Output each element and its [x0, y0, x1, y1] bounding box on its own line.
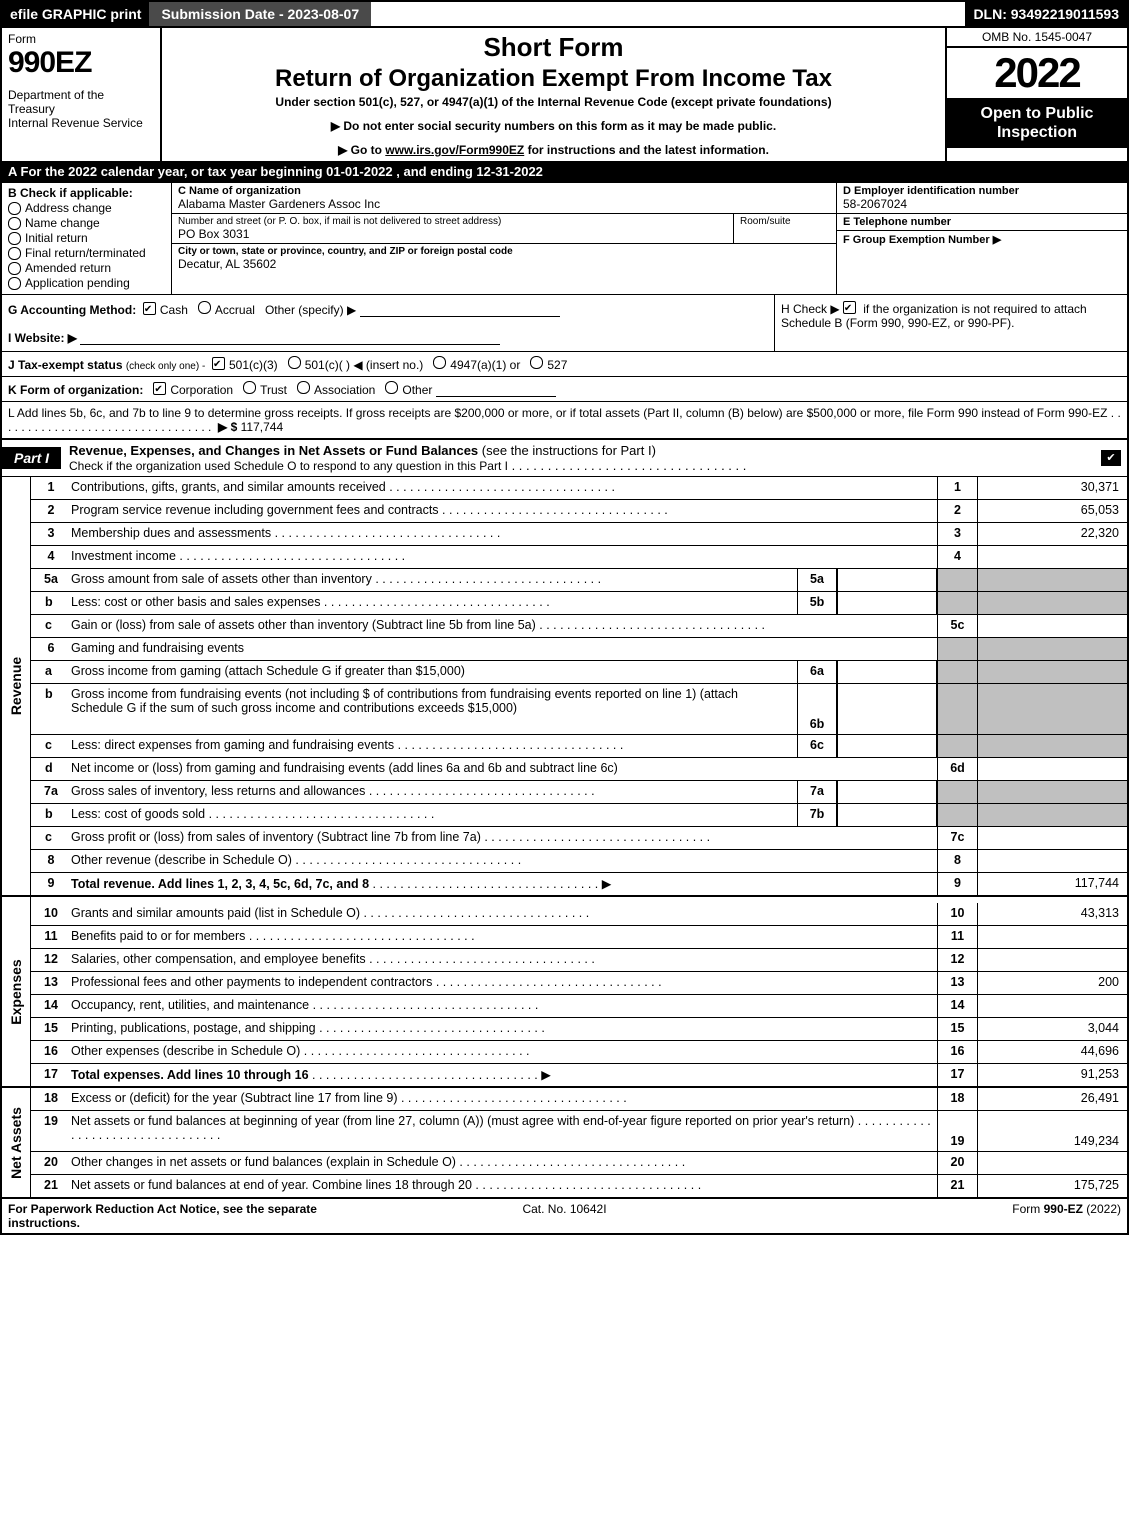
amt-11 — [977, 926, 1127, 948]
row-h: H Check ▶ if the organization is not req… — [774, 295, 1127, 351]
submission-date: Submission Date - 2023-08-07 — [149, 2, 371, 26]
amt-6d — [977, 758, 1127, 780]
row-l: L Add lines 5b, 6c, and 7b to line 9 to … — [2, 401, 1127, 438]
footer-left: For Paperwork Reduction Act Notice, see … — [8, 1202, 379, 1230]
amt-3: 22,320 — [977, 523, 1127, 545]
form-header: Form 990EZ Department of the Treasury In… — [2, 26, 1127, 161]
side-revenue: Revenue — [8, 657, 24, 715]
subtitle: Under section 501(c), 527, or 4947(a)(1)… — [168, 95, 939, 109]
main-title: Return of Organization Exempt From Incom… — [168, 65, 939, 93]
chk-accrual[interactable] — [198, 301, 211, 314]
amt-19: 149,234 — [1074, 1134, 1119, 1148]
row-k: K Form of organization: Corporation Trus… — [2, 376, 1127, 401]
chk-association[interactable] — [297, 381, 310, 394]
other-specify-input[interactable] — [360, 303, 560, 317]
top-bar: efile GRAPHIC print Submission Date - 20… — [2, 2, 1127, 26]
row-gh: G Accounting Method: Cash Accrual Other … — [2, 294, 1127, 351]
side-netassets: Net Assets — [8, 1107, 24, 1179]
open-inspection: Open to Public Inspection — [947, 98, 1127, 148]
header-center: Short Form Return of Organization Exempt… — [162, 28, 945, 161]
chk-schedule-o-part1[interactable]: ✔ — [1101, 450, 1121, 466]
chk-trust[interactable] — [243, 381, 256, 394]
note-link: ▶ Go to www.irs.gov/Form990EZ for instru… — [168, 143, 939, 157]
gross-receipts: 117,744 — [241, 420, 284, 434]
val-5b — [837, 592, 937, 614]
amt-5c — [977, 615, 1127, 637]
chk-pending[interactable] — [8, 277, 21, 290]
revenue-section: Revenue 1Contributions, gifts, grants, a… — [2, 477, 1127, 895]
amt-4 — [977, 546, 1127, 568]
omb-number: OMB No. 1545-0047 — [947, 28, 1127, 48]
amt-8 — [977, 850, 1127, 872]
irs-link[interactable]: www.irs.gov/Form990EZ — [385, 143, 524, 157]
col-b-checkboxes: B Check if applicable: Address change Na… — [2, 183, 172, 294]
chk-initial-return[interactable] — [8, 232, 21, 245]
amt-1: 30,371 — [977, 477, 1127, 499]
form-number: 990EZ — [8, 46, 154, 80]
col-c-org: C Name of organization Alabama Master Ga… — [172, 183, 836, 294]
amt-2: 65,053 — [977, 500, 1127, 522]
chk-amended[interactable] — [8, 262, 21, 275]
side-expenses: Expenses — [8, 959, 24, 1024]
form-word: Form — [8, 32, 154, 46]
part1-tab: Part I — [2, 447, 61, 469]
val-5a — [837, 569, 937, 591]
section-bcdef: B Check if applicable: Address change Na… — [2, 182, 1127, 294]
part1-header: Part I Revenue, Expenses, and Changes in… — [2, 438, 1127, 477]
chk-name-change[interactable] — [8, 217, 21, 230]
org-city: Decatur, AL 35602 — [178, 257, 830, 271]
chk-corporation[interactable] — [153, 382, 166, 395]
dln: DLN: 93492219011593 — [965, 2, 1127, 26]
val-6a — [837, 661, 937, 683]
chk-address-change[interactable] — [8, 202, 21, 215]
amt-17: 91,253 — [977, 1064, 1127, 1086]
chk-final-return[interactable] — [8, 247, 21, 260]
chk-cash[interactable] — [143, 302, 156, 315]
chk-other-org[interactable] — [385, 381, 398, 394]
amt-16: 44,696 — [977, 1041, 1127, 1063]
col-d-ids: D Employer identification number 58-2067… — [836, 183, 1127, 294]
val-7a — [837, 781, 937, 803]
val-7b — [837, 804, 937, 826]
row-i: I Website: ▶ — [8, 331, 768, 345]
form-container: efile GRAPHIC print Submission Date - 20… — [0, 0, 1129, 1235]
footer: For Paperwork Reduction Act Notice, see … — [2, 1197, 1127, 1233]
amt-15: 3,044 — [977, 1018, 1127, 1040]
org-street: PO Box 3031 — [178, 227, 727, 241]
row-a-period: A For the 2022 calendar year, or tax yea… — [2, 161, 1127, 182]
amt-20 — [977, 1152, 1127, 1174]
department: Department of the Treasury Internal Reve… — [8, 88, 154, 130]
row-j: J Tax-exempt status (check only one) - 5… — [2, 351, 1127, 376]
short-form-title: Short Form — [168, 32, 939, 63]
other-org-input[interactable] — [436, 383, 556, 397]
ein: 58-2067024 — [843, 197, 1121, 211]
chk-527[interactable] — [530, 356, 543, 369]
val-6c — [837, 735, 937, 757]
amt-10: 43,313 — [977, 903, 1127, 925]
amt-12 — [977, 949, 1127, 971]
footer-center: Cat. No. 10642I — [379, 1202, 750, 1230]
header-right: OMB No. 1545-0047 2022 Open to Public In… — [945, 28, 1127, 161]
chk-501c[interactable] — [288, 356, 301, 369]
chk-501c3[interactable] — [212, 357, 225, 370]
expenses-section: Expenses 10Grants and similar amounts pa… — [2, 895, 1127, 1086]
row-g: G Accounting Method: Cash Accrual Other … — [8, 301, 768, 317]
netassets-section: Net Assets 18Excess or (deficit) for the… — [2, 1086, 1127, 1197]
amt-21: 175,725 — [977, 1175, 1127, 1197]
note-ssn: ▶ Do not enter social security numbers o… — [168, 119, 939, 133]
footer-right: Form 990-EZ (2022) — [750, 1202, 1121, 1230]
efile-label: efile GRAPHIC print — [2, 2, 149, 26]
val-6b — [837, 684, 937, 734]
amt-7c — [977, 827, 1127, 849]
org-name: Alabama Master Gardeners Assoc Inc — [178, 197, 830, 211]
amt-14 — [977, 995, 1127, 1017]
chk-schedule-b-not-required[interactable] — [843, 301, 856, 314]
header-left: Form 990EZ Department of the Treasury In… — [2, 28, 162, 161]
chk-4947[interactable] — [433, 356, 446, 369]
amt-18: 26,491 — [977, 1088, 1127, 1110]
amt-9: 117,744 — [977, 873, 1127, 895]
website-input[interactable] — [80, 331, 500, 345]
tax-year: 2022 — [947, 48, 1127, 98]
amt-13: 200 — [977, 972, 1127, 994]
